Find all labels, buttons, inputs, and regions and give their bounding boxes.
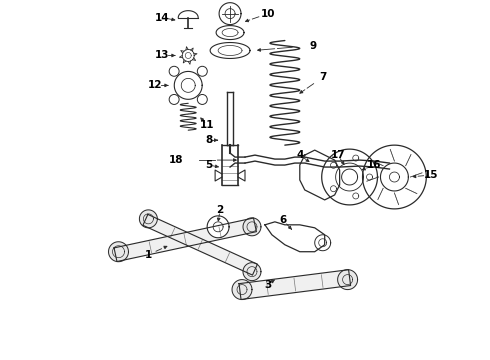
Circle shape	[197, 94, 207, 104]
Polygon shape	[232, 280, 252, 300]
Text: 10: 10	[261, 9, 275, 19]
Polygon shape	[353, 193, 359, 199]
Text: 18: 18	[169, 155, 184, 165]
Circle shape	[169, 94, 179, 104]
Polygon shape	[330, 162, 337, 168]
Polygon shape	[178, 11, 198, 18]
Polygon shape	[342, 169, 358, 185]
Polygon shape	[108, 242, 128, 262]
Text: 1: 1	[145, 250, 152, 260]
Text: 9: 9	[309, 41, 317, 50]
Polygon shape	[207, 216, 229, 238]
Circle shape	[197, 66, 207, 76]
Polygon shape	[330, 186, 337, 192]
Text: 6: 6	[279, 215, 287, 225]
Text: 15: 15	[424, 170, 439, 180]
Polygon shape	[363, 145, 426, 209]
Text: 3: 3	[264, 280, 271, 289]
Text: 12: 12	[148, 80, 163, 90]
Polygon shape	[315, 235, 331, 251]
Polygon shape	[322, 149, 377, 205]
Text: 5: 5	[205, 160, 213, 170]
Polygon shape	[143, 215, 257, 275]
Text: 16: 16	[367, 160, 382, 170]
Polygon shape	[140, 210, 157, 228]
Text: 17: 17	[330, 150, 345, 160]
Polygon shape	[182, 50, 194, 62]
Polygon shape	[300, 150, 340, 200]
Polygon shape	[367, 174, 372, 180]
Polygon shape	[380, 163, 408, 191]
Polygon shape	[265, 222, 325, 252]
Text: 13: 13	[155, 50, 170, 60]
Polygon shape	[174, 71, 202, 99]
Text: 2: 2	[217, 205, 224, 215]
Text: 8: 8	[205, 135, 213, 145]
Text: 7: 7	[319, 72, 326, 82]
Polygon shape	[219, 3, 241, 24]
Circle shape	[169, 66, 179, 76]
Polygon shape	[338, 270, 358, 289]
Polygon shape	[222, 28, 238, 37]
Polygon shape	[114, 218, 256, 261]
Polygon shape	[210, 42, 250, 58]
Text: 11: 11	[200, 120, 215, 130]
Polygon shape	[239, 270, 351, 300]
Polygon shape	[243, 263, 261, 280]
Polygon shape	[353, 155, 359, 161]
Text: 14: 14	[155, 13, 170, 23]
Polygon shape	[243, 218, 261, 236]
Polygon shape	[216, 26, 244, 40]
Text: 4: 4	[296, 150, 303, 160]
Polygon shape	[218, 45, 242, 55]
